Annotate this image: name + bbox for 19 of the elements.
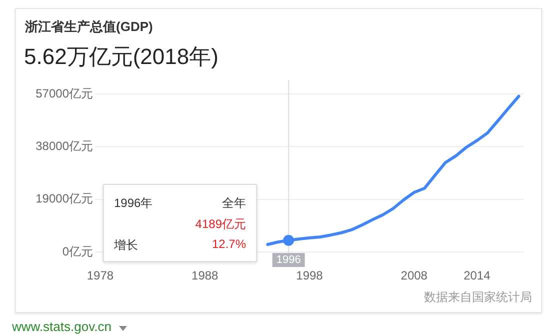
chart-subtitle: 5.62万亿元(2018年) [24, 43, 218, 71]
text: www.stats.gov.cn [12, 319, 112, 334]
x-tick-label: 1988 [192, 268, 219, 283]
y-tick-label: 38000亿元 [36, 138, 93, 153]
x-tick-label: 1978 [86, 268, 114, 283]
x-tick-label: 2008 [400, 268, 428, 283]
annotation: 增长 [114, 237, 138, 254]
x-tick-label: 2014 [464, 268, 491, 283]
chart-title: 浙江省生产总值(GDP) [25, 18, 153, 36]
y-tick-label: 19000亿元 [36, 192, 93, 206]
ref-line-label: 1996 [276, 254, 301, 266]
annotation: 12.7% [212, 237, 246, 251]
annotation: 4189亿元 [195, 216, 246, 233]
text: 数据来自国家统计局 [424, 289, 532, 306]
annotation: 全年 [222, 195, 246, 212]
y-tick-label: 57000亿元 [36, 86, 93, 100]
y-tick-label: 0亿元 [62, 244, 93, 258]
x-tick-label: 1998 [296, 268, 324, 283]
annotation: 1996年 [114, 195, 153, 212]
